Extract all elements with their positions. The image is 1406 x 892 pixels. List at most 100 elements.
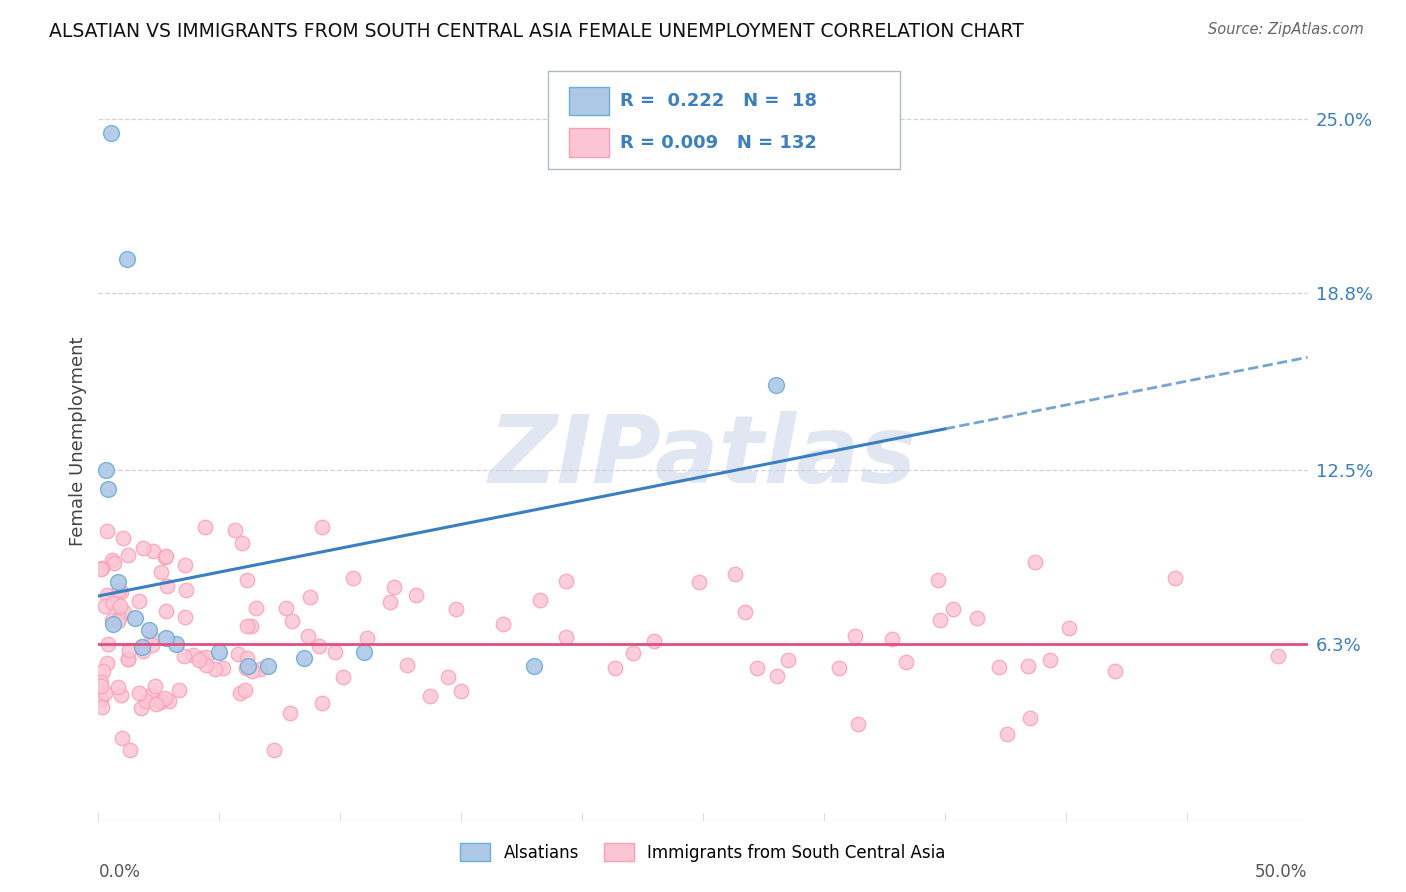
Point [142,543,165,558]
Point [150,565,173,579]
Point [765,668,787,682]
Point [155,631,177,645]
Point [235,661,257,675]
Point [181,648,204,662]
Point [846,717,869,731]
Point [153,549,176,564]
Point [437,670,460,684]
Point [194,658,217,673]
Point [118,642,141,657]
Point [450,683,472,698]
Point [927,573,949,587]
Text: ZIPatlas: ZIPatlas [489,410,917,503]
Point [249,662,271,676]
Point [101,596,124,610]
Point [138,623,160,637]
Text: 50.0%: 50.0% [1256,863,1308,880]
Point [621,646,644,660]
Point [828,661,851,675]
Point [110,584,132,599]
Point [110,688,132,702]
Point [233,683,256,698]
Point [1163,571,1185,585]
Point [928,613,950,627]
Point [91,664,114,678]
Point [1024,555,1046,569]
Point [94,599,117,613]
Text: R =  0.222   N =  18: R = 0.222 N = 18 [620,92,817,110]
Text: Source: ZipAtlas.com: Source: ZipAtlas.com [1208,22,1364,37]
Point [101,617,124,632]
Point [90,692,112,706]
Point [278,706,301,720]
Point [332,670,354,684]
Point [1039,653,1062,667]
Point [174,610,197,624]
Point [356,631,378,645]
Point [529,593,551,607]
Point [236,573,259,587]
Point [167,682,190,697]
Point [91,561,114,575]
Point [124,611,146,625]
Point [308,639,330,653]
Point [263,743,285,757]
Point [129,701,152,715]
Point [235,618,257,632]
Point [128,594,150,608]
Point [107,574,129,589]
Point [120,743,142,757]
Point [245,600,267,615]
Point [91,700,114,714]
Point [156,579,179,593]
Point [107,583,129,598]
Point [155,691,177,706]
Point [165,637,187,651]
Point [107,614,129,628]
Point [844,630,866,644]
Point [195,650,218,665]
Point [96,588,118,602]
Point [988,659,1011,673]
Point [1057,621,1080,635]
Point [107,611,129,625]
Point [492,617,515,632]
Point [208,645,231,659]
Point [382,581,405,595]
Point [141,688,163,702]
Point [224,524,246,538]
Point [1267,648,1289,663]
Point [380,595,402,609]
Point [128,686,150,700]
Point [311,520,333,534]
Point [325,645,347,659]
Point [117,548,139,562]
Point [256,659,278,673]
Point [194,520,217,534]
Point [117,652,139,666]
Point [281,614,304,628]
Point [297,629,319,643]
Text: R = 0.009   N = 132: R = 0.009 N = 132 [620,134,817,152]
Point [155,549,177,564]
Point [643,634,665,648]
Point [143,679,166,693]
Point [966,611,988,625]
Point [311,696,333,710]
Point [405,588,427,602]
Point [174,558,197,572]
Point [778,653,800,667]
Point [96,656,118,670]
Point [108,599,131,613]
Point [149,695,172,709]
Point [157,693,180,707]
Point [90,561,112,575]
Point [131,640,153,654]
Point [173,649,195,664]
Point [100,126,122,140]
Point [605,660,627,674]
Point [132,644,155,658]
Point [342,570,364,584]
Point [141,631,163,645]
Point [135,694,157,708]
